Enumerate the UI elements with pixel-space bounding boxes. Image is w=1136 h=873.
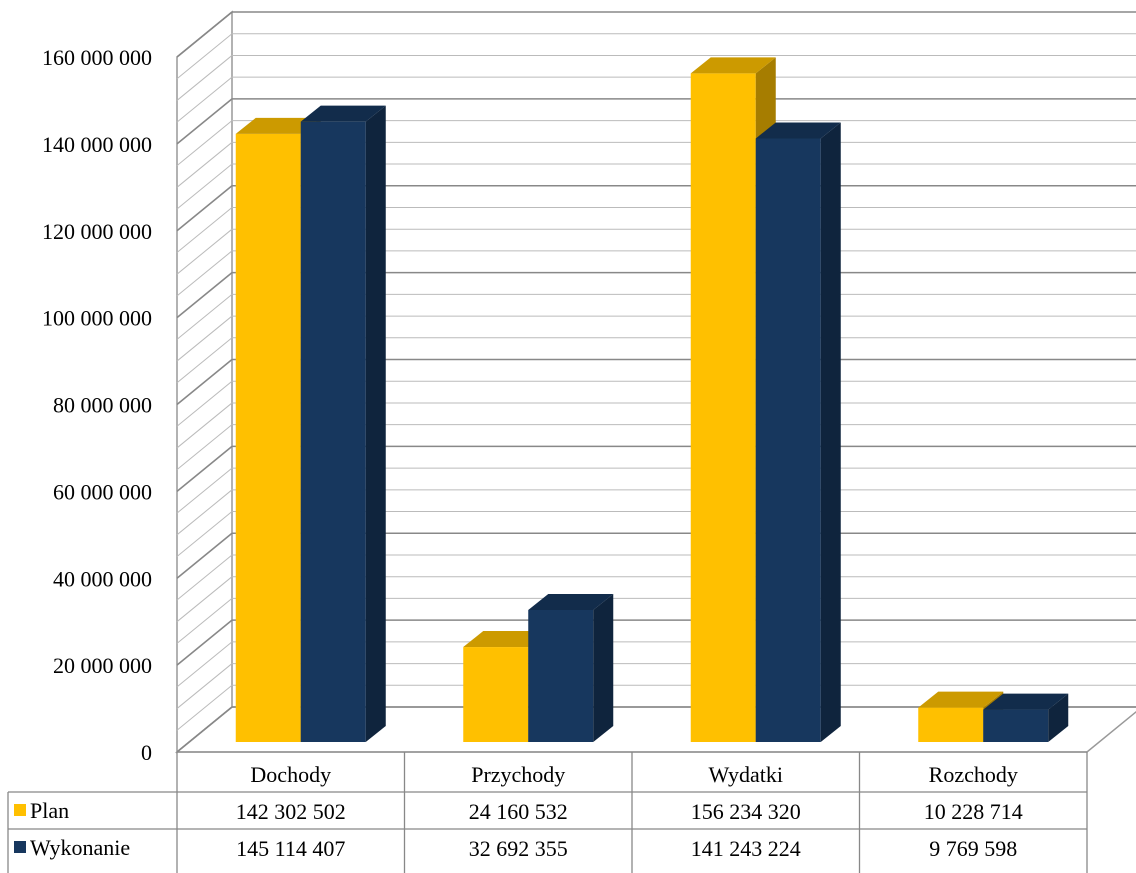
side-gridline — [176, 576, 233, 623]
side-gridline — [176, 554, 233, 601]
data-label: 32 692 355 — [469, 836, 568, 861]
bar-wykonanie-dochody — [300, 105, 386, 742]
bar-front — [463, 647, 529, 742]
side-gridline — [176, 663, 233, 709]
x-tick-label: Wydatki — [709, 762, 783, 787]
y-tick-label: 40 000 000 — [53, 566, 152, 591]
side-gridline — [176, 445, 233, 492]
data-label: 9 769 598 — [929, 836, 1017, 861]
side-gridline — [176, 489, 233, 536]
data-label: 24 160 532 — [469, 799, 568, 824]
side-gridline — [176, 250, 233, 297]
side-gridline — [176, 402, 233, 449]
side-gridline — [176, 598, 233, 644]
y-tick-label: 160 000 000 — [42, 45, 152, 70]
bar-front — [528, 609, 594, 742]
y-tick-label: 80 000 000 — [53, 393, 152, 418]
bar-top — [755, 122, 841, 139]
bar-side — [1048, 693, 1069, 742]
legend-entry: Plan — [30, 798, 69, 823]
side-gridline — [176, 684, 233, 731]
legend-key-wykonanie — [14, 841, 26, 853]
side-gridline — [176, 98, 233, 145]
side-gridline — [176, 619, 233, 666]
legend-key-plan — [14, 804, 26, 816]
side-gridline — [176, 706, 233, 753]
side-gridline — [176, 207, 233, 253]
side-gridline — [176, 11, 233, 58]
bar-side — [820, 122, 841, 743]
side-gridline — [176, 55, 233, 101]
side-gridline — [176, 120, 233, 166]
side-gridline — [176, 358, 233, 406]
bar-side — [365, 105, 386, 742]
bar-front — [918, 707, 984, 742]
bar-top — [690, 57, 776, 74]
x-tick-label: Dochody — [250, 762, 331, 787]
data-label: 141 243 224 — [691, 836, 801, 861]
side-gridline — [176, 511, 233, 557]
side-gridline — [176, 380, 233, 427]
side-gridline — [176, 424, 233, 471]
bar-top — [235, 117, 321, 134]
y-tick-label: 0 — [141, 740, 152, 765]
side-gridline — [176, 76, 233, 123]
side-gridline — [176, 272, 233, 319]
x-tick-label: Rozchody — [929, 762, 1018, 787]
side-gridline — [176, 641, 233, 688]
bar-top — [463, 631, 549, 648]
data-table: Dochody Przychody Wydatki Rozchody Plan 142 3… — [7, 751, 1088, 873]
bar-wykonanie-rozchody — [983, 693, 1069, 742]
side-gridline — [176, 337, 233, 384]
y-tick-label: 100 000 000 — [42, 306, 152, 331]
side-gridline — [176, 33, 233, 80]
bar-front — [235, 133, 301, 742]
bar-front — [983, 709, 1049, 742]
bar-top — [300, 105, 386, 122]
bar-wykonanie-wydatki — [755, 122, 841, 743]
data-label: 10 228 714 — [924, 799, 1023, 824]
bars — [235, 57, 1069, 743]
bar-front — [755, 138, 821, 743]
bar-wykonanie-przychody — [528, 593, 614, 742]
bar-top — [918, 691, 1004, 708]
data-label: 142 302 502 — [236, 799, 346, 824]
x-tick-label: Przychody — [471, 762, 565, 787]
bar-side — [593, 593, 614, 742]
y-tick-label: 140 000 000 — [42, 132, 152, 157]
side-gridline — [176, 467, 233, 514]
legend-entry: Wykonanie — [30, 835, 130, 860]
side-gridline — [176, 141, 233, 188]
y-tick-label: 120 000 000 — [42, 219, 152, 244]
side-gridline — [176, 185, 233, 232]
bar-front — [300, 121, 366, 742]
y-tick-label: 20 000 000 — [53, 653, 152, 678]
bar-front — [690, 73, 756, 742]
side-gridline — [176, 293, 233, 340]
side-gridline — [176, 228, 233, 275]
bar-top — [983, 693, 1069, 710]
data-label: 145 114 407 — [236, 836, 345, 861]
data-label: 156 234 320 — [691, 799, 801, 824]
y-axis-tick-labels: 0 20 000 000 40 000 000 60 000 000 80 000 00… — [42, 45, 152, 765]
side-gridline — [176, 532, 233, 579]
bar-top — [528, 593, 614, 610]
y-tick-label: 60 000 000 — [53, 479, 152, 504]
side-gridline — [176, 315, 233, 362]
side-gridline — [176, 163, 233, 210]
